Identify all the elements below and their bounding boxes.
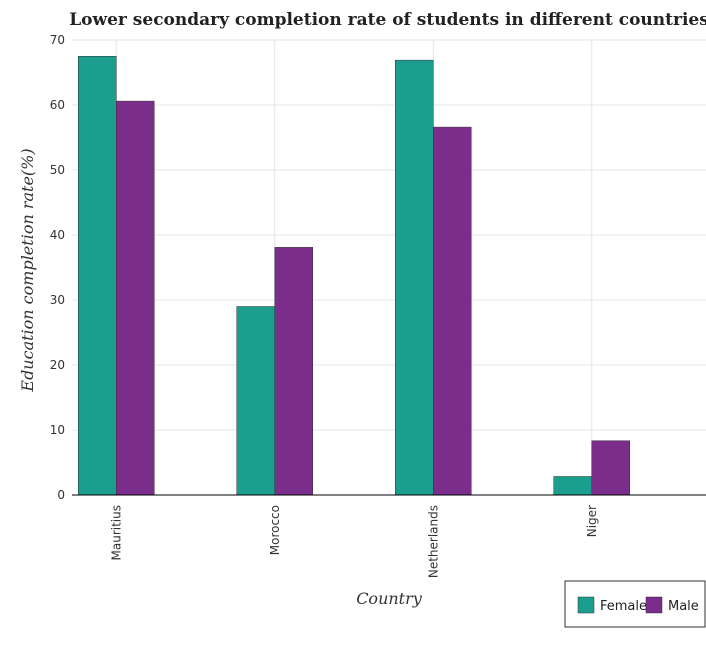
- bar-male-netherlands: [433, 126, 472, 496]
- x-tick-label: Mauritius: [109, 505, 123, 560]
- x-axis-label: Country: [356, 589, 423, 608]
- y-tick-label: 30: [50, 293, 65, 307]
- legend-label-male: Male: [668, 599, 699, 614]
- y-tick-label: 60: [50, 98, 65, 112]
- y-tick-label: 40: [50, 228, 65, 242]
- y-tick-label: 10: [50, 423, 65, 437]
- grid-lines: [72, 39, 706, 496]
- y-tick-label: 50: [50, 163, 65, 177]
- x-tick-label: Niger: [585, 505, 599, 537]
- bar-male-niger: [591, 440, 630, 496]
- bar-male-morocco: [274, 247, 313, 496]
- x-tick-label: Netherlands: [426, 505, 440, 578]
- legend: Female Male: [564, 580, 706, 628]
- bar-male-mauritius: [116, 100, 155, 496]
- x-tick-label: Morocco: [268, 505, 282, 555]
- bar-female-mauritius: [78, 56, 117, 496]
- bar-female-niger: [553, 476, 592, 496]
- x-tick-labels: Mauritius Morocco Netherlands Niger: [109, 505, 599, 578]
- y-tick-label: 0: [57, 488, 65, 502]
- y-tick-labels: 0 10 20 30 40 50 60 70: [50, 33, 65, 502]
- bars: [78, 56, 630, 496]
- y-tick-label: 20: [50, 358, 65, 372]
- y-tick-label: 70: [50, 33, 65, 47]
- legend-swatch-male: [645, 596, 663, 614]
- legend-swatch-female: [577, 596, 595, 614]
- chart-title: Lower secondary completion rate of stude…: [69, 10, 706, 30]
- bar-female-netherlands: [395, 59, 434, 496]
- legend-label-female: Female: [600, 599, 647, 614]
- bar-female-morocco: [236, 306, 275, 496]
- y-axis-label: Education completion rate(%): [18, 148, 37, 392]
